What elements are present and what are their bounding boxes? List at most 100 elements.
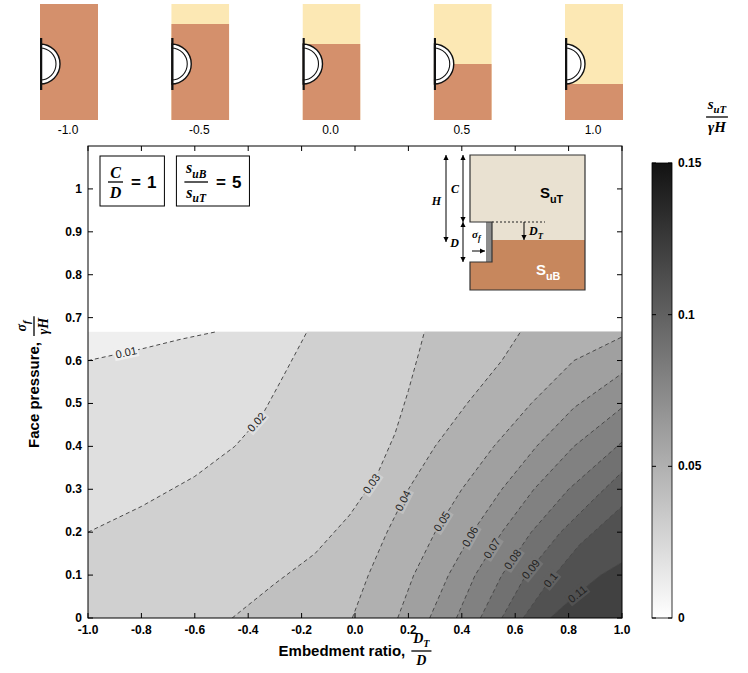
y-tick — [617, 231, 622, 232]
text-part: D — [412, 631, 423, 646]
contour-label-text: 0.09 — [519, 557, 542, 581]
inset-label: H — [431, 194, 442, 208]
x-tick — [141, 146, 142, 151]
x-tick — [88, 613, 89, 618]
x-tick — [248, 613, 249, 618]
x-tick-label: 0.4 — [453, 623, 470, 637]
fraction-numerator: suT — [707, 96, 727, 116]
label-patch — [564, 582, 591, 607]
colorbar-tick — [668, 314, 672, 315]
tunnel — [171, 44, 191, 84]
fraction-denominator: γH — [708, 119, 727, 135]
inset-dotted — [492, 221, 545, 222]
contour-label: 0.1 — [540, 569, 562, 591]
lower-soil — [171, 24, 229, 120]
inset-arrowhead — [443, 155, 448, 160]
contour-line — [480, 442, 622, 618]
contour-line — [88, 332, 216, 361]
annotation: suBsuT=5 — [176, 156, 249, 206]
contour-label-text: 0.04 — [393, 488, 413, 513]
contour-label: 0.06 — [458, 523, 481, 551]
inset-label: σf — [472, 228, 482, 243]
inset-arrowhead — [460, 222, 465, 227]
subscript: uB — [192, 168, 206, 180]
subscript: T — [423, 638, 430, 649]
inset-label: DT — [528, 224, 544, 241]
contour-label: 0.03 — [359, 470, 384, 497]
fraction-denominator: D — [109, 184, 122, 201]
fraction-denominator: D — [415, 653, 426, 668]
contour-band — [550, 562, 622, 618]
inset-label: SuT — [540, 184, 564, 205]
x-tick — [568, 146, 569, 151]
x-tick-label: -0.2 — [291, 623, 312, 637]
contour-line — [502, 472, 622, 618]
x-tick — [461, 613, 462, 618]
y-title-fraction-holder: σfγH — [14, 316, 51, 336]
colorbar-tick-label: 0.05 — [678, 459, 702, 473]
y-tick-label: 0.5 — [65, 396, 82, 410]
y-tick — [617, 360, 622, 361]
inset: CHDσfDTSuTSuB — [431, 155, 585, 290]
inset-arrowhead — [460, 155, 465, 160]
annotation-box — [176, 156, 249, 206]
x-tick-label: -0.4 — [238, 623, 259, 637]
annotation: CD=1 — [100, 156, 164, 206]
inset-arrowhead — [521, 235, 526, 240]
y-tick — [88, 231, 93, 232]
fraction: σfγH — [14, 316, 51, 336]
y-tick — [617, 188, 622, 189]
colorbar-tick-label: 0.1 — [678, 308, 695, 322]
colorbar — [652, 163, 672, 618]
tunnel-lining — [303, 48, 319, 80]
value: 5 — [232, 173, 241, 192]
tunnel-lining — [40, 48, 56, 80]
tunnel-face — [171, 38, 173, 90]
subscript: f — [21, 319, 32, 324]
domain — [88, 332, 622, 618]
schematic-label: 1.0 — [585, 123, 602, 137]
lower-soil — [303, 44, 361, 120]
contour-label: 0.05 — [430, 508, 454, 536]
label-patch — [458, 523, 481, 551]
contour-band — [232, 332, 622, 618]
contour-label: 0.11 — [564, 582, 591, 607]
label-patch — [359, 470, 384, 497]
schematic-label: -1.0 — [58, 123, 79, 137]
fraction-numerator: σf — [14, 319, 32, 332]
y-tick-label: 0.3 — [65, 482, 82, 496]
text-part: D — [528, 224, 538, 238]
fraction-bar — [184, 181, 208, 182]
x-tick — [408, 613, 409, 618]
x-tick — [141, 613, 142, 618]
fraction-numerator: DT — [412, 631, 430, 649]
contour-labels: 0.010.020.030.040.050.060.070.080.090.10… — [113, 343, 591, 606]
label-patch — [430, 508, 454, 536]
contour-band — [398, 337, 622, 618]
label-patch — [518, 556, 543, 583]
subscript: T — [538, 231, 544, 241]
inset-arrowhead — [460, 217, 465, 222]
tunnel-face — [303, 38, 305, 90]
schematic-label: 0.0 — [322, 123, 339, 137]
tunnel-lining — [434, 48, 450, 80]
y-tick-label: 0.7 — [65, 311, 82, 325]
y-tick — [88, 532, 93, 533]
y-tick — [617, 575, 622, 576]
contour-label: 0.02 — [243, 409, 269, 436]
colorbar-tick-label: 0 — [678, 611, 685, 625]
tunnel-lining — [171, 48, 187, 80]
inset-face — [486, 222, 492, 262]
contour-line — [398, 337, 622, 618]
contour-band — [456, 408, 622, 618]
text-part: γH — [36, 317, 51, 335]
y-title-text: Face pressure, — [25, 342, 42, 448]
x-tick — [88, 146, 89, 151]
colorbar-tick — [652, 466, 656, 467]
subscript: uB — [546, 270, 561, 282]
y-tick — [88, 618, 93, 619]
contour-line — [232, 332, 424, 618]
plot-frame — [88, 146, 622, 618]
text-part: γH — [708, 119, 727, 135]
contour-line — [88, 332, 307, 532]
